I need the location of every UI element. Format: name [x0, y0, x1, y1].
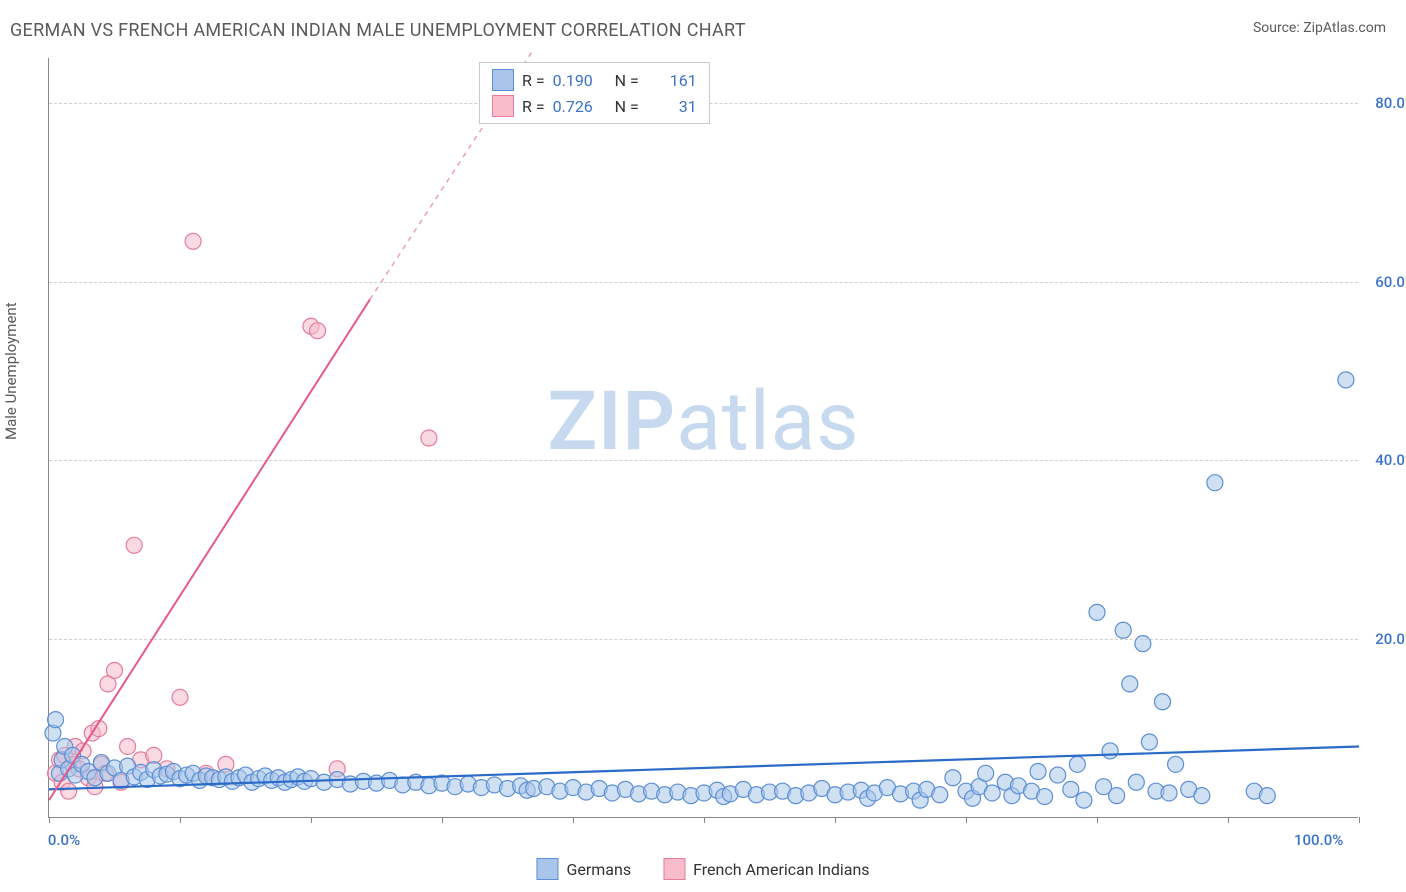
data-point	[310, 323, 326, 339]
x-tick	[1228, 817, 1229, 823]
x-tick	[311, 817, 312, 823]
chart-title: GERMAN VS FRENCH AMERICAN INDIAN MALE UN…	[10, 20, 746, 41]
data-point	[1168, 756, 1184, 772]
stat-r-label: R =	[522, 97, 545, 116]
data-point	[146, 747, 162, 763]
data-point	[1063, 781, 1079, 797]
data-point	[978, 765, 994, 781]
y-tick-label: 40.0%	[1375, 451, 1406, 469]
y-axis-label: Male Unemployment	[2, 302, 20, 440]
series-swatch	[492, 69, 514, 91]
data-point	[120, 738, 136, 754]
legend-item: Germans	[536, 858, 631, 880]
stat-n-value: 161	[647, 71, 697, 90]
data-point	[1194, 788, 1210, 804]
plot-area: ZIPatlas R =0.190 N =161R =0.726 N =31 0…	[48, 58, 1358, 818]
trend-line	[49, 299, 370, 800]
x-tick	[1359, 817, 1360, 823]
data-point	[61, 783, 77, 799]
data-point	[1030, 764, 1046, 780]
stat-n-label: N =	[611, 71, 639, 90]
legend-label: Germans	[566, 860, 631, 879]
stat-r-label: R =	[522, 71, 545, 90]
data-point	[1089, 604, 1105, 620]
x-tick	[835, 817, 836, 823]
legend-label: French American Indians	[693, 860, 869, 879]
x-tick	[704, 817, 705, 823]
data-point	[1161, 785, 1177, 801]
data-point	[172, 689, 188, 705]
stat-r-value: 0.190	[553, 71, 603, 90]
data-point	[932, 787, 948, 803]
legend-item: French American Indians	[663, 858, 869, 880]
data-point	[421, 430, 437, 446]
x-tick	[966, 817, 967, 823]
stat-r-value: 0.726	[553, 97, 603, 116]
stats-box: R = 0.190 N = 161 R = 0.726 N = 31	[479, 62, 710, 124]
y-tick-label: 20.0%	[1375, 630, 1406, 648]
stats-row: R = 0.190 N = 161	[480, 67, 709, 93]
series-swatch	[492, 95, 514, 117]
x-tick	[442, 817, 443, 823]
y-tick-label: 80.0%	[1375, 94, 1406, 112]
x-tick	[1097, 817, 1098, 823]
data-point	[1141, 734, 1157, 750]
data-point	[185, 233, 201, 249]
data-point	[1037, 789, 1053, 805]
data-point	[1338, 372, 1354, 388]
y-tick-label: 60.0%	[1375, 273, 1406, 291]
data-point	[1102, 743, 1118, 759]
chart-svg	[49, 58, 1358, 817]
data-point	[945, 770, 961, 786]
source-label: Source: ZipAtlas.com	[1253, 20, 1386, 36]
data-point	[1115, 622, 1131, 638]
data-point	[1069, 756, 1085, 772]
data-point	[1207, 475, 1223, 491]
data-point	[984, 785, 1000, 801]
data-point	[126, 537, 142, 553]
data-point	[1128, 774, 1144, 790]
x-tick	[573, 817, 574, 823]
data-point	[1076, 792, 1092, 808]
legend: Germans French American Indians	[536, 858, 869, 880]
stat-n-label: N =	[611, 97, 639, 116]
data-point	[1050, 767, 1066, 783]
legend-swatch	[663, 858, 685, 880]
data-point	[1122, 676, 1138, 692]
x-tick-label-max: 100.0%	[1294, 831, 1343, 849]
data-point	[1135, 636, 1151, 652]
data-point	[1155, 694, 1171, 710]
x-tick	[49, 817, 50, 823]
legend-swatch	[536, 858, 558, 880]
data-point	[48, 712, 64, 728]
data-point	[107, 662, 123, 678]
stat-n-value: 31	[647, 97, 697, 116]
data-point	[1259, 788, 1275, 804]
data-point	[1109, 788, 1125, 804]
stats-row: R = 0.726 N = 31	[480, 93, 709, 119]
x-tick	[180, 817, 181, 823]
x-tick-label-min: 0.0%	[48, 831, 80, 849]
